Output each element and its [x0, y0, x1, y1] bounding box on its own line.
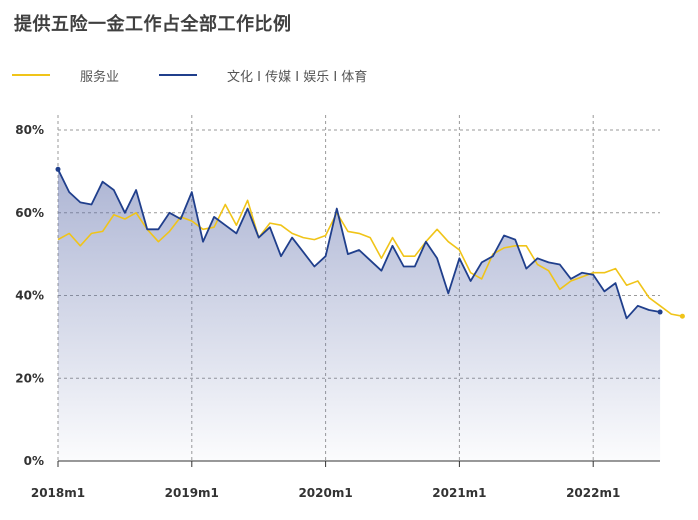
legend-swatch-culture	[159, 74, 197, 76]
axis-layer: 0% 20% 40% 60% 80% 2018m1 2019m1 2020m1 2021m1 20…	[15, 123, 660, 500]
legend-item-service: 服务业	[12, 64, 119, 86]
x-tick-label: 2022m1	[566, 486, 620, 500]
y-tick-label: 40%	[15, 289, 44, 303]
x-tick-label: 2018m1	[31, 486, 85, 500]
series-line-culture	[57, 168, 661, 320]
y-tick-label: 80%	[15, 123, 44, 137]
area-fill-culture	[58, 169, 661, 462]
area-layer	[58, 169, 661, 462]
x-tick-label: 2019m1	[165, 486, 219, 500]
y-tick-label: 60%	[15, 206, 44, 220]
point-layer	[55, 166, 685, 319]
legend-label-culture: 文化 I 传媒 I 娱乐 I 体育	[227, 69, 368, 85]
series-line-service	[57, 199, 683, 317]
legend: 服务业 文化 I 传媒 I 娱乐 I 体育	[12, 64, 692, 86]
y-tick-label: 20%	[15, 371, 44, 385]
start-point-culture	[55, 166, 61, 172]
legend-label-service: 服务业	[80, 69, 120, 85]
x-tick-label: 2021m1	[432, 486, 486, 500]
end-point-culture	[657, 309, 663, 315]
chart-title: 提供五险一金工作占全部工作比例	[14, 14, 292, 35]
end-point-service	[679, 313, 685, 319]
legend-swatch-service	[12, 74, 50, 76]
y-tick-label: 0%	[24, 454, 44, 468]
x-tick-label: 2020m1	[298, 486, 352, 500]
line-layer	[57, 168, 683, 320]
legend-item-culture: 文化 I 传媒 I 娱乐 I 体育	[159, 64, 367, 86]
